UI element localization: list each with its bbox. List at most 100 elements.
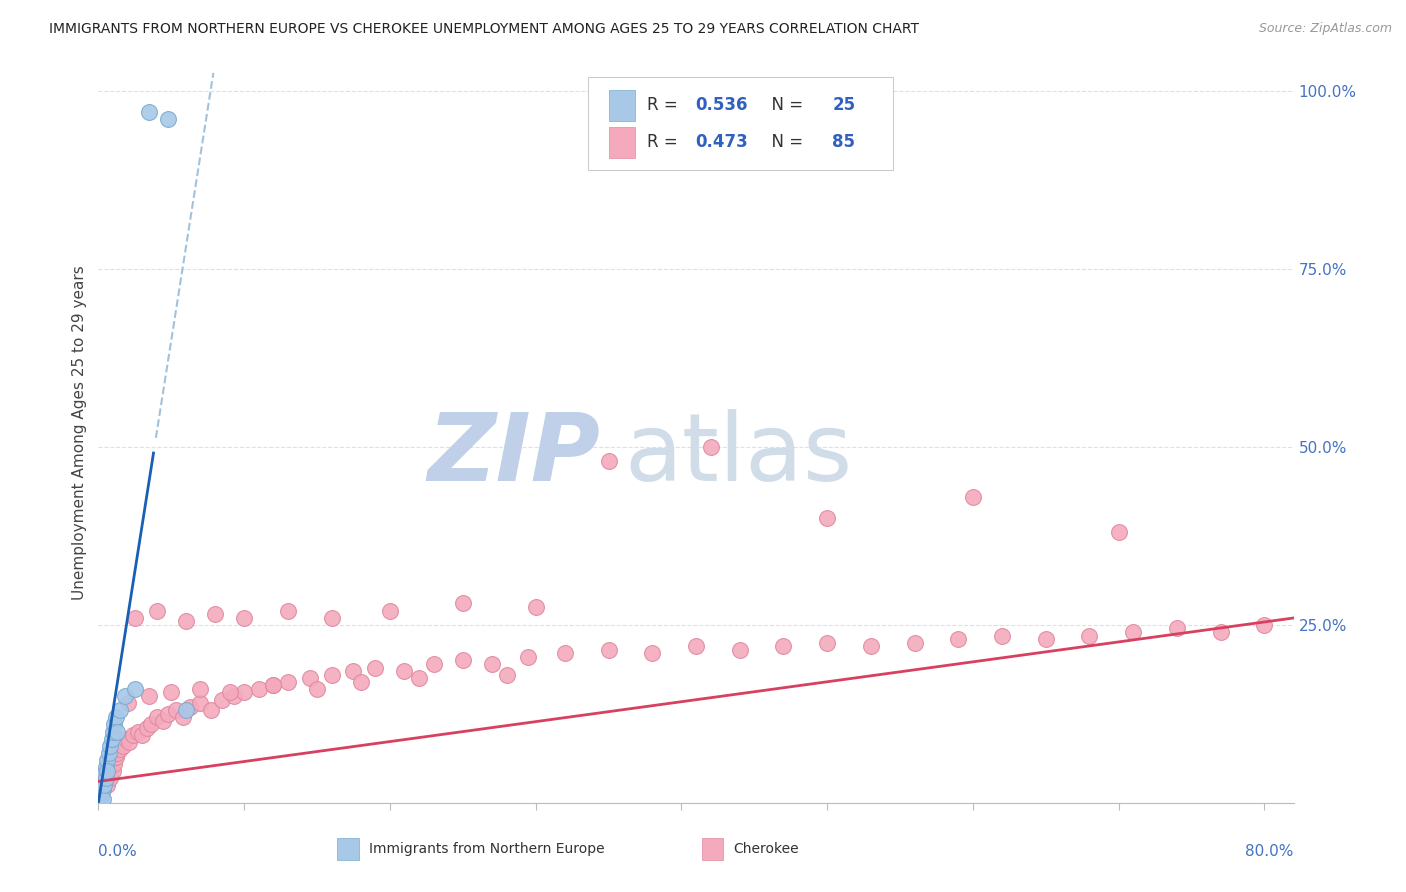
Text: Cherokee: Cherokee [733, 842, 799, 855]
Point [451, 653, 474, 667]
Point [233, 610, 256, 624]
Point [110, 742, 132, 756]
Point [262, 678, 284, 692]
Point [948, 632, 970, 646]
Point [105, 746, 128, 760]
Point [115, 731, 138, 746]
Point [962, 490, 984, 504]
Point [1122, 624, 1144, 639]
Point [131, 728, 153, 742]
Point [772, 639, 794, 653]
Point [138, 105, 160, 120]
Point [145, 710, 167, 724]
Point [157, 112, 180, 127]
FancyBboxPatch shape [589, 78, 893, 169]
Point [685, 639, 707, 653]
Point [100, 731, 122, 746]
Point [145, 604, 167, 618]
Point [378, 604, 401, 618]
Point [90, 789, 112, 803]
Point [104, 710, 127, 724]
Point [96, 753, 118, 767]
Point [815, 511, 838, 525]
Point [94, 760, 117, 774]
Point [204, 607, 226, 622]
Point [1035, 632, 1057, 646]
Text: 80.0%: 80.0% [1246, 844, 1294, 858]
Point [554, 646, 576, 660]
Point [200, 703, 222, 717]
Point [298, 671, 321, 685]
Text: N =: N = [761, 134, 808, 152]
Point [1078, 628, 1101, 642]
Point [93, 774, 115, 789]
Point [699, 440, 721, 454]
Point [112, 739, 135, 753]
Bar [337, 838, 359, 860]
Bar [609, 127, 636, 158]
Point [342, 664, 364, 678]
Point [1253, 617, 1275, 632]
Point [1209, 624, 1232, 639]
Point [321, 667, 343, 681]
Point [517, 649, 540, 664]
Point [139, 717, 162, 731]
Point [728, 642, 751, 657]
Point [598, 642, 620, 657]
Point [124, 610, 146, 624]
Point [135, 721, 157, 735]
Point [233, 685, 256, 699]
Point [97, 760, 120, 774]
Point [100, 753, 122, 767]
Point [277, 604, 299, 618]
Point [117, 696, 139, 710]
Point [91, 781, 114, 796]
Point [103, 717, 125, 731]
Point [1108, 525, 1130, 540]
Text: 25: 25 [832, 96, 855, 114]
Point [641, 646, 664, 660]
Point [321, 610, 343, 624]
Point [122, 728, 145, 742]
Point [97, 746, 120, 760]
Point [98, 771, 121, 785]
Point [94, 771, 117, 785]
Point [222, 689, 245, 703]
Bar [609, 90, 636, 121]
Point [96, 764, 118, 778]
Text: IMMIGRANTS FROM NORTHERN EUROPE VS CHEROKEE UNEMPLOYMENT AMONG AGES 25 TO 29 YEA: IMMIGRANTS FROM NORTHERN EUROPE VS CHERO… [49, 22, 920, 37]
Point [190, 696, 212, 710]
Point [190, 681, 212, 696]
Point [524, 600, 547, 615]
Bar [702, 838, 724, 860]
Point [991, 628, 1014, 642]
Point [495, 667, 517, 681]
Point [422, 657, 444, 671]
Point [211, 692, 233, 706]
Point [104, 749, 127, 764]
Point [247, 681, 270, 696]
Point [218, 685, 240, 699]
Point [93, 778, 115, 792]
Point [98, 739, 121, 753]
Point [1166, 621, 1188, 635]
Point [172, 710, 194, 724]
Point [174, 614, 197, 628]
Point [179, 699, 201, 714]
Point [305, 681, 328, 696]
Text: 0.473: 0.473 [695, 134, 748, 152]
Point [165, 703, 187, 717]
Point [105, 724, 128, 739]
Point [903, 635, 925, 649]
Point [160, 685, 183, 699]
Text: R =: R = [647, 96, 683, 114]
Point [815, 635, 838, 649]
Point [94, 767, 117, 781]
Y-axis label: Unemployment Among Ages 25 to 29 years: Unemployment Among Ages 25 to 29 years [72, 265, 87, 600]
Text: 0.536: 0.536 [695, 96, 747, 114]
Point [114, 689, 136, 703]
Point [152, 714, 174, 728]
Point [89, 792, 111, 806]
Point [481, 657, 503, 671]
Point [138, 689, 160, 703]
